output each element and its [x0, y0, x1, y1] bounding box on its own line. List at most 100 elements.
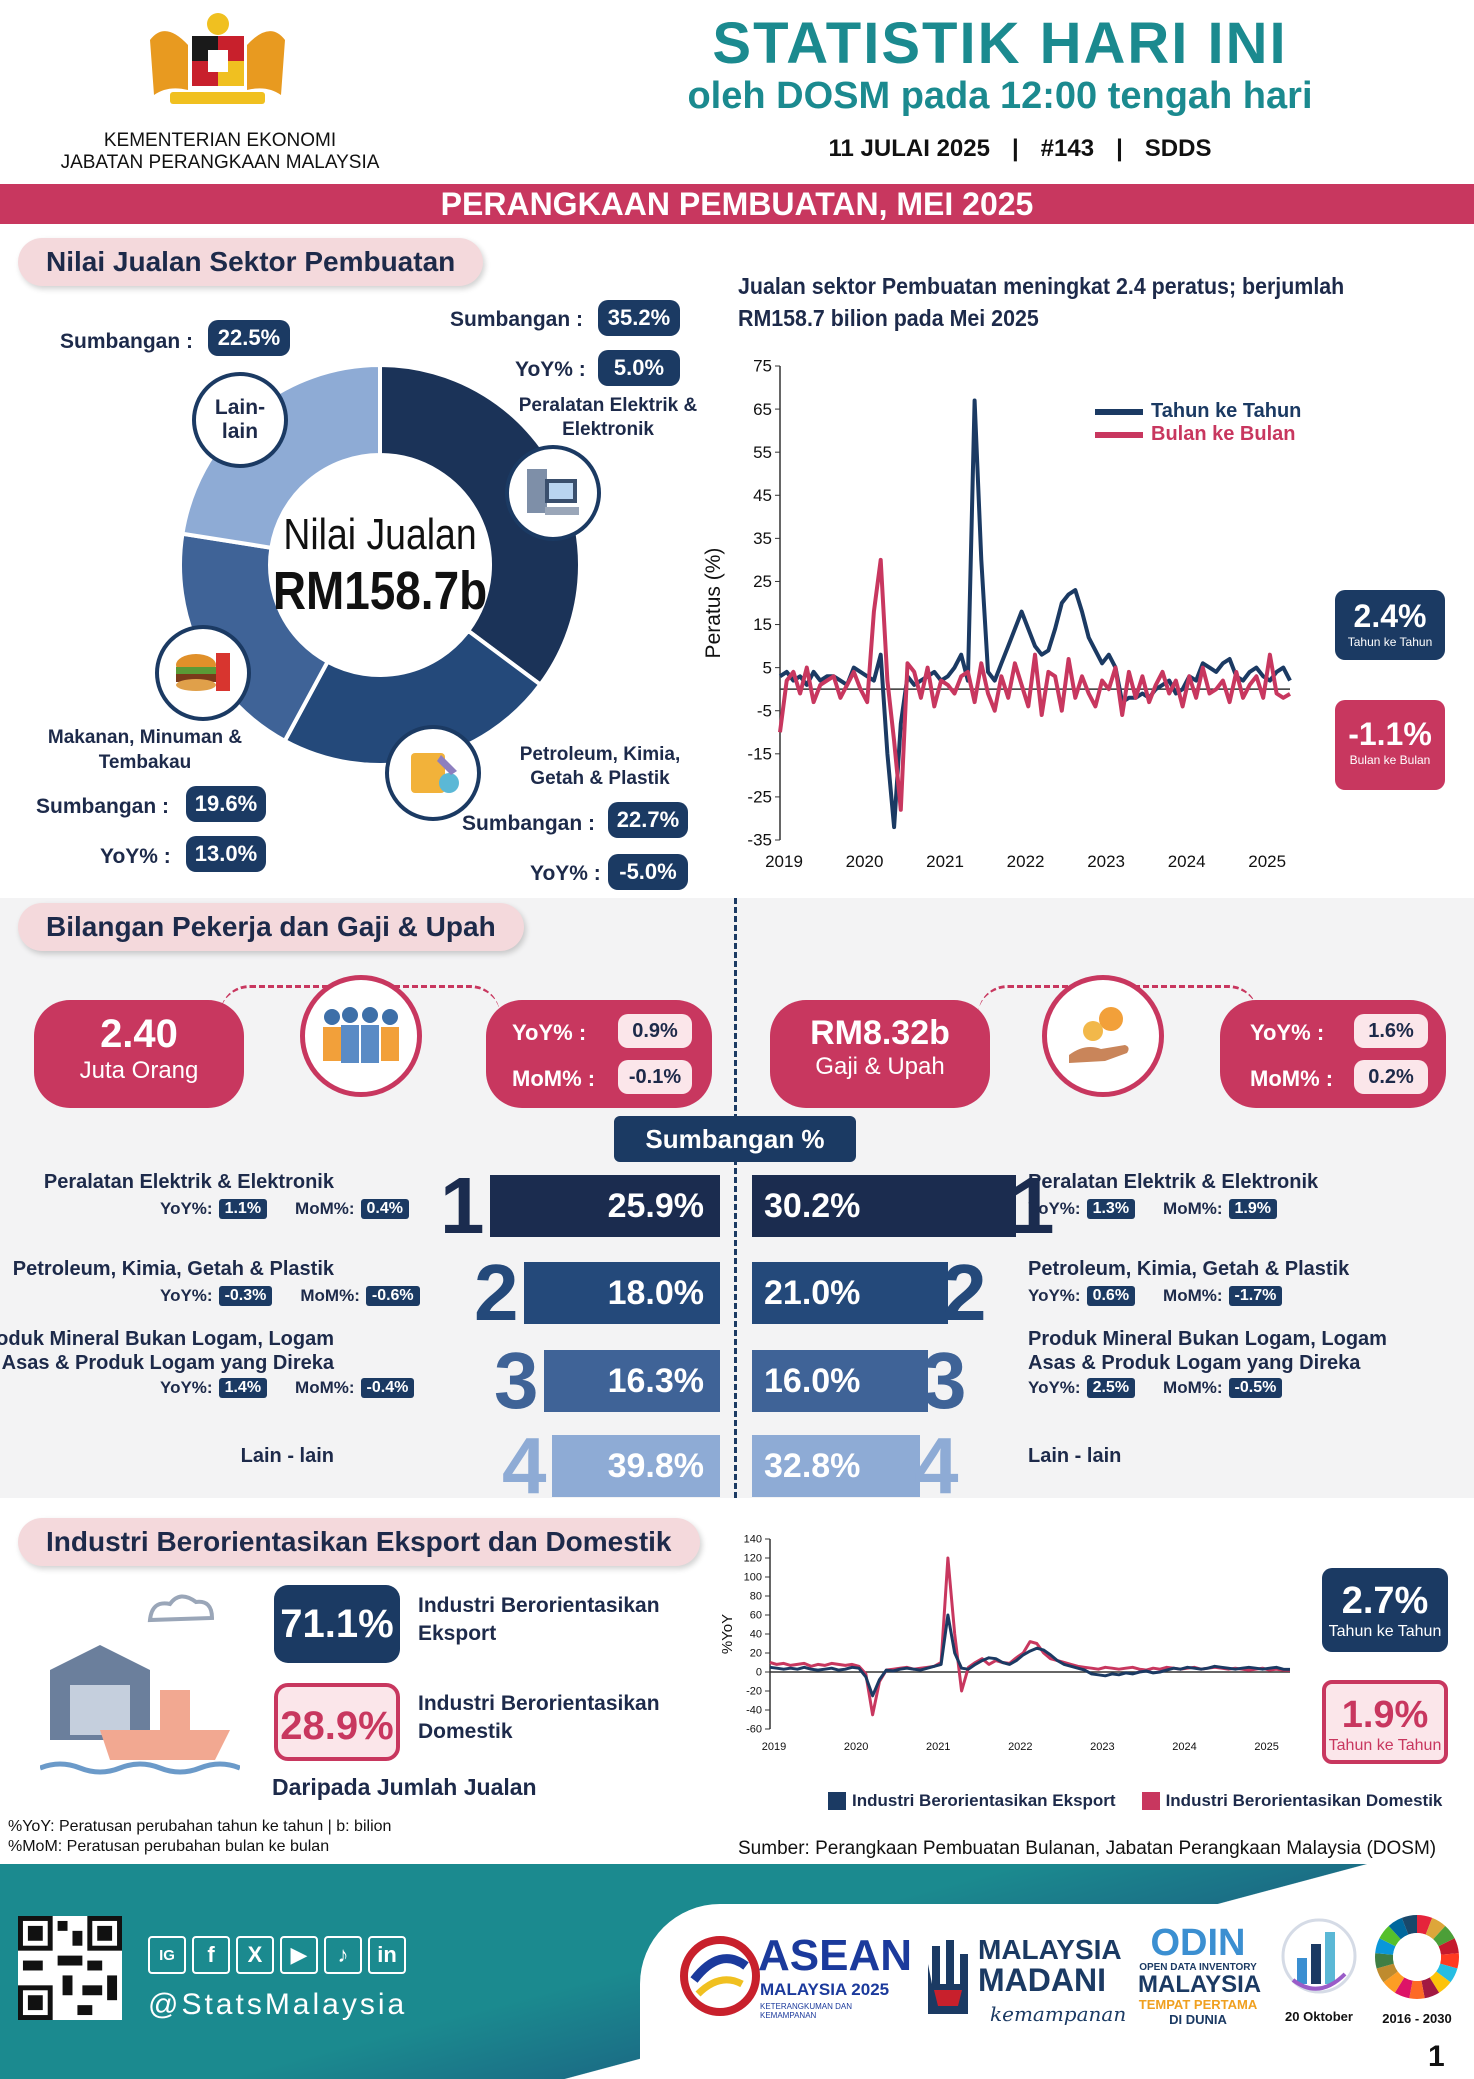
right-rank1-metrics: YoY%: 1.3% MoM%: 1.9% — [1028, 1199, 1277, 1219]
y-tick-label: 80 — [750, 1591, 762, 1603]
mom-label: MoM%: — [1163, 1378, 1223, 1397]
y-tick-label: 15 — [753, 615, 772, 634]
youtube-icon[interactable]: ▶ — [280, 1936, 318, 1974]
wages-yoy-label: YoY% : — [1250, 1020, 1325, 1045]
left-rank3-name-1: Produk Mineral Bukan Logam, Logam — [0, 1328, 334, 1350]
yoy-value: 1.3% — [1086, 1199, 1136, 1219]
yoy-label: YoY%: — [1028, 1286, 1081, 1305]
odin-line-4: TEMPAT PERTAMA — [1138, 1997, 1258, 2012]
right-rank4-share: 32.8% — [764, 1446, 861, 1485]
series-line-secondary — [778, 557, 1292, 812]
sdg-wheel-segment — [1383, 1971, 1405, 1993]
ministry-line-1: KEMENTERIAN EKONOMI — [103, 130, 337, 151]
issue-date: 11 JULAI 2025 — [828, 135, 990, 162]
series-line-primary — [778, 398, 1292, 830]
mom-value: -1.7% — [1228, 1286, 1283, 1306]
stats-day-emblem-icon — [1281, 1918, 1357, 1994]
tiktok-icon[interactable]: ♪ — [324, 1936, 362, 1974]
lain-lain-label-2: lain — [221, 420, 259, 443]
left-rank1-name: Peralatan Elektrik & Elektronik — [43, 1171, 334, 1193]
page-title: STATISTIK HARI INI — [712, 11, 1288, 76]
qr-code[interactable] — [18, 1916, 122, 2020]
lain-share-badge: 22.5% — [208, 320, 290, 356]
legend-yoy-swatch — [1095, 408, 1143, 415]
mom-value: 0.4% — [360, 1199, 409, 1219]
donut-center — [270, 455, 490, 675]
sales-mom-badge: -1.1% Bulan ke Bulan — [1335, 700, 1445, 790]
stats-day-date: 20 Oktober — [1285, 2009, 1353, 2024]
domestic-yoy-caption: Tahun ke Tahun — [1328, 1737, 1442, 1754]
ministry-line-2: JABATAN PERANGKAAN MALAYSIA — [60, 152, 380, 173]
domestic-label-2: Domestik — [418, 1720, 513, 1743]
y-tick-label: 25 — [753, 572, 772, 591]
x-tick-label: 2025 — [1248, 852, 1286, 871]
sdg-wheel-segment — [1379, 1925, 1401, 1947]
odin-line-2: OPEN DATA INVENTORY — [1139, 1962, 1257, 1973]
legend-export-swatch — [828, 1792, 846, 1810]
mom-value: -0.5% — [1228, 1378, 1283, 1398]
x-icon[interactable]: X — [236, 1936, 274, 1974]
x-tick-label: 2022 — [1007, 852, 1045, 871]
donut-center-line-1: Nilai Jualan — [283, 510, 477, 559]
petro-label-2: Getah & Plastik — [530, 768, 670, 789]
linkedin-icon[interactable]: in — [368, 1936, 406, 1974]
yoy-value: 1.1% — [218, 1199, 268, 1219]
y-tick-label: -35 — [747, 831, 772, 850]
right-rank3-share: 16.0% — [764, 1361, 861, 1400]
y-tick-label: 75 — [753, 357, 772, 376]
odin-title: ODIN — [1150, 1922, 1246, 1964]
sdg-wheel-icon — [1375, 1915, 1459, 1999]
y-tick-label: 100 — [744, 1572, 762, 1584]
sdg-wheel-segment — [1376, 1963, 1398, 1983]
sales-donut-chart — [178, 362, 582, 767]
sdg-wheel-segment — [1433, 1925, 1455, 1947]
instagram-icon[interactable]: IG — [148, 1936, 186, 1974]
social-handle[interactable]: @StatsMalaysia — [148, 1988, 408, 2021]
food-label-1: Makanan, Minuman & — [47, 727, 243, 748]
sdg-wheel-segment — [1375, 1938, 1396, 1955]
right-rank1-name: Peralatan Elektrik & Elektronik — [1028, 1171, 1319, 1193]
odin-line-5: DI DUNIA — [1169, 2012, 1227, 2027]
export-yoy-badge: 2.7% Tahun ke Tahun — [1322, 1568, 1448, 1652]
elec-yoy-badge: 5.0% — [598, 350, 680, 386]
footer: IG f X ▶ ♪ in @StatsMalaysia ASEAN MALAY… — [0, 1864, 1474, 2079]
stats-day-logo: 20 Oktober — [1276, 1914, 1362, 2044]
y-tick-label: 5 — [763, 658, 772, 677]
left-rank3-numeral: 3 — [494, 1336, 539, 1425]
left-rank3-metrics: YoY%: 1.4% MoM%: -0.4% — [160, 1378, 415, 1398]
facebook-icon[interactable]: f — [192, 1936, 230, 1974]
left-rank2-numeral: 2 — [474, 1248, 519, 1337]
sdg-wheel-segment — [1429, 1971, 1451, 1993]
workers-section-title: Bilangan Pekerja dan Gaji & Upah — [18, 903, 524, 951]
coat-of-arms-logo — [150, 13, 285, 104]
warehouse-ship-illustration — [40, 1594, 240, 1775]
food-yoy-badge: 13.0% — [186, 836, 266, 872]
right-rank3-numeral: 3 — [922, 1336, 967, 1425]
yoy-value: 0.6% — [1086, 1286, 1136, 1306]
x-tick-label: 2022 — [1008, 1741, 1032, 1753]
x-tick-label: 2021 — [926, 852, 964, 871]
food-sumbangan-label: Sumbangan : — [36, 795, 170, 818]
export-legend: Industri Berorientasikan Eksport Industr… — [828, 1791, 1442, 1811]
social-links: IG f X ▶ ♪ in — [148, 1936, 412, 1974]
left-rank3-name-2: Asas & Produk Logam yang Direka — [1, 1352, 334, 1374]
lain-lain-label-1: Lain- — [214, 396, 266, 419]
petro-yoy-label: YoY% : — [530, 862, 601, 885]
mom-value: 1.9% — [1228, 1199, 1277, 1219]
sdg-wheel-segment — [1436, 1963, 1458, 1983]
donut-center-line-2: RM158.7b — [272, 561, 488, 621]
sdg-wheel-segment — [1421, 1977, 1440, 1999]
legend-domestic-label: Industri Berorientasikan Domestik — [1165, 1791, 1443, 1810]
right-rank3-bar: 16.0% — [752, 1350, 928, 1412]
series-line-primary — [769, 1613, 1291, 1698]
yoy-label: YoY%: — [1028, 1378, 1081, 1397]
elec-segment-label: Peralatan Elektrik & Elektronik — [518, 395, 698, 440]
domestic-share-badge: 28.9% — [274, 1683, 400, 1761]
left-rank2-name: Petroleum, Kimia, Getah & Plastik — [12, 1258, 334, 1280]
workers-yoy-label: YoY% : — [512, 1020, 587, 1045]
y-tick-label: 40 — [750, 1629, 762, 1641]
banner-text: PERANGKAAN PEMBUATAN, MEI 2025 — [440, 186, 1034, 222]
right-rank3-name-1: Produk Mineral Bukan Logam, Logam — [1028, 1328, 1387, 1350]
odin-logo: ODIN OPEN DATA INVENTORY MALAYSIA TEMPAT… — [1138, 1922, 1261, 2034]
page-number: 1 — [1428, 2040, 1445, 2073]
